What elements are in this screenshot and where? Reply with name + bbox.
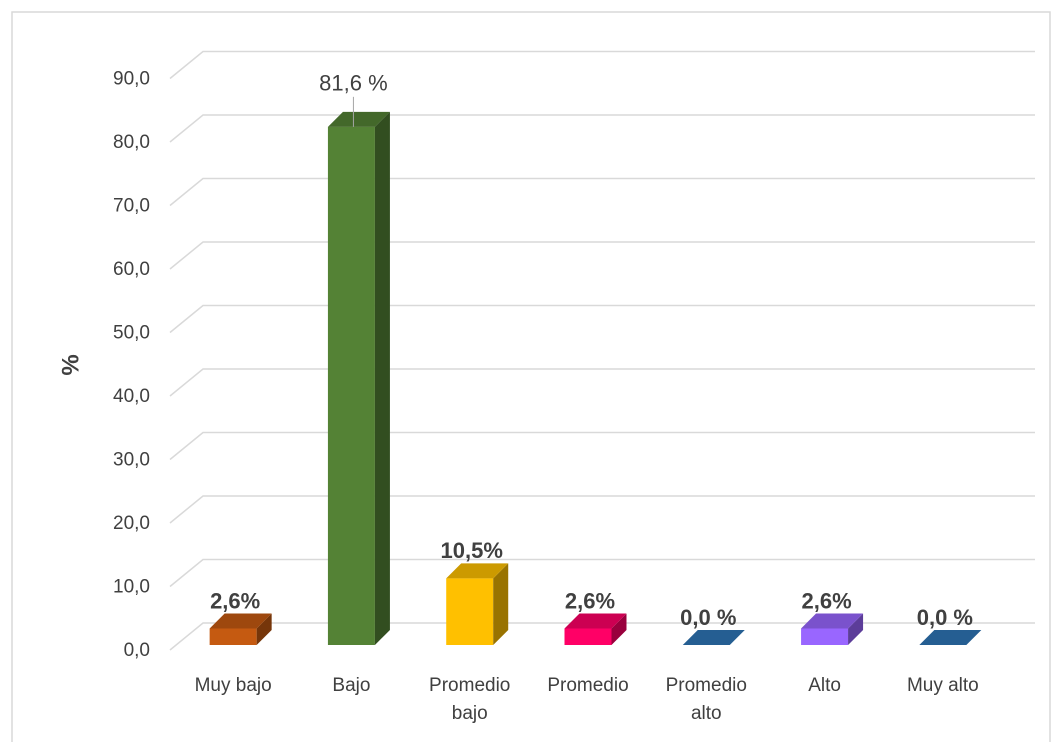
bar-top xyxy=(801,613,864,629)
x-tick-label: Promedio alto xyxy=(666,675,747,724)
grid-line xyxy=(169,622,1035,651)
y-tick-label: 90,0 xyxy=(113,69,150,90)
grid-line xyxy=(169,558,1035,588)
grid-line xyxy=(169,304,1035,334)
bar-top xyxy=(446,563,509,579)
bar-front xyxy=(801,628,849,645)
bar-side xyxy=(374,111,390,646)
y-tick-label: 10,0 xyxy=(113,577,150,598)
bar-top xyxy=(209,613,272,629)
grid-line xyxy=(169,114,1035,143)
x-tick-label: Promedio xyxy=(547,675,628,696)
bar-top xyxy=(919,630,982,645)
y-tick-label: 80,0 xyxy=(113,132,150,153)
y-tick-label: 60,0 xyxy=(113,259,150,280)
bar-side xyxy=(611,613,627,645)
grid-line xyxy=(169,177,1035,207)
grid-line xyxy=(169,495,1035,524)
value-label: 0,0 % xyxy=(680,605,736,630)
y-tick-label: 70,0 xyxy=(113,196,150,217)
value-label: 81,6 % xyxy=(319,71,388,96)
x-tick-label: Promedio bajo xyxy=(429,675,510,724)
y-tick-label: 0,0 xyxy=(124,640,150,661)
bar-front xyxy=(564,628,612,645)
x-tick-label: Muy alto xyxy=(907,675,979,696)
x-tick-label: Bajo xyxy=(332,675,370,696)
grid-line xyxy=(169,241,1035,270)
bar-front xyxy=(446,578,494,645)
chart-border xyxy=(11,11,1051,742)
x-tick-label: Alto xyxy=(808,675,841,696)
y-tick-label: 40,0 xyxy=(113,386,150,407)
bar-side xyxy=(493,563,509,645)
bar-side xyxy=(848,613,864,645)
value-label: 10,5% xyxy=(441,538,503,563)
value-label: 0,0 % xyxy=(917,605,973,630)
grid-line xyxy=(169,431,1035,461)
bar-front xyxy=(209,628,257,645)
value-label: 2,6% xyxy=(210,588,260,613)
y-axis-title: % xyxy=(57,354,84,375)
y-tick-label: 20,0 xyxy=(113,513,150,534)
bar-front xyxy=(327,126,375,646)
bar-top xyxy=(682,630,745,645)
value-label: 2,6% xyxy=(565,588,615,613)
y-tick-label: 30,0 xyxy=(113,450,150,471)
y-tick-label: 50,0 xyxy=(113,323,150,344)
bar-side xyxy=(256,613,272,645)
grid-line xyxy=(169,368,1035,397)
grid-line xyxy=(169,50,1035,80)
x-tick-label: Muy bajo xyxy=(195,675,272,696)
bar-top xyxy=(564,613,627,629)
value-label: 2,6% xyxy=(801,588,851,613)
bar-top xyxy=(327,111,390,127)
